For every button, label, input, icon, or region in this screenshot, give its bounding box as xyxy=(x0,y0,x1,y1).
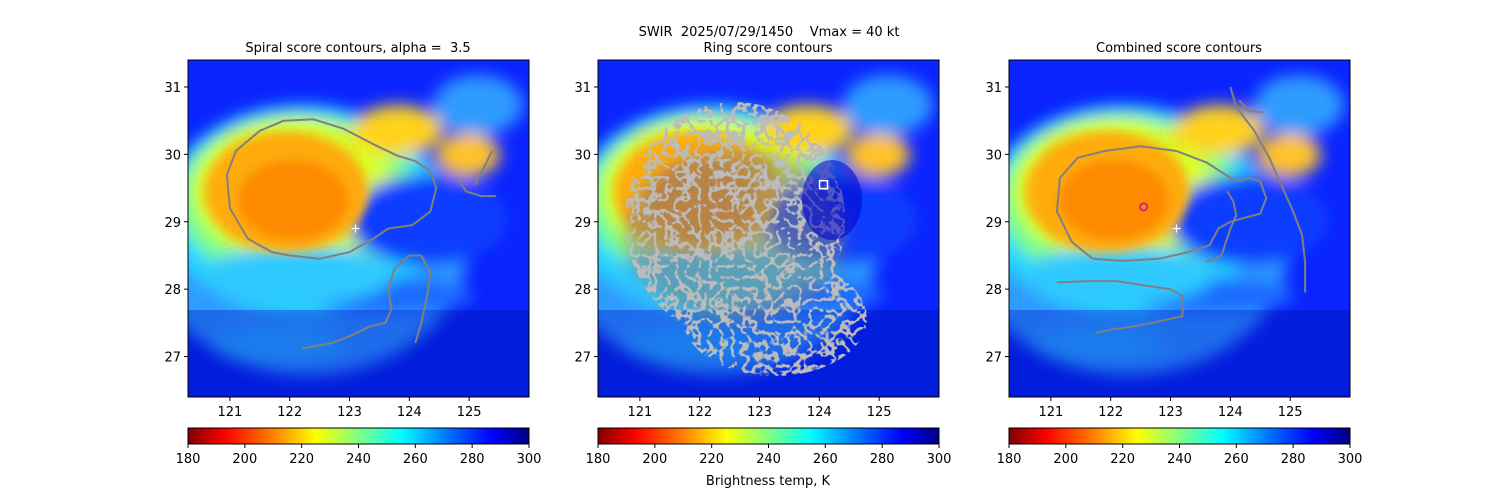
y-tick-label: 29 xyxy=(164,216,181,231)
x-tick-label: 124 xyxy=(807,405,832,420)
colorbar-tick-label: 180 xyxy=(586,452,611,467)
y-tick-label: 31 xyxy=(574,81,591,96)
contour-layer xyxy=(225,118,497,350)
y-tick-label: 29 xyxy=(574,216,591,231)
combined-center-marker xyxy=(1139,202,1149,212)
ring-center-marker xyxy=(818,179,829,190)
x-tick-label: 122 xyxy=(1098,405,1123,420)
x-tick-label: 123 xyxy=(747,405,772,420)
colorbar-tick-label: 240 xyxy=(1167,452,1192,467)
contour-line-2 xyxy=(1205,190,1238,264)
panel-combined: Combined score contours 121 122 123 124 125 … xyxy=(969,41,1363,467)
x-tick-label: 123 xyxy=(1158,405,1183,420)
x-axis: 121 122 123 124 125 xyxy=(1038,397,1303,420)
y-tick-label: 31 xyxy=(985,81,1002,96)
contour-line-3 xyxy=(474,150,493,186)
colorbar-tick-label: 260 xyxy=(1224,452,1249,467)
contour-line-1 xyxy=(1056,280,1184,334)
colorbar-tick-label: 180 xyxy=(176,452,201,467)
figure-suptitle: SWIR 2025/07/29/1450 Vmax = 40 kt xyxy=(639,25,900,40)
plot-frame xyxy=(597,59,940,398)
x-tick-label: 124 xyxy=(1218,405,1243,420)
colorbar-tick-label: 200 xyxy=(642,452,667,467)
contour-line-0 xyxy=(225,118,438,260)
contour-line-4 xyxy=(1238,99,1264,114)
x-tick-label: 122 xyxy=(277,405,302,420)
colorbar-tick-label: 240 xyxy=(756,452,781,467)
y-tick-label: 28 xyxy=(985,283,1002,298)
colorbar-tick-label: 260 xyxy=(813,452,838,467)
colorbar-tick-label: 300 xyxy=(927,452,952,467)
colorbar-tick-label: 300 xyxy=(1338,452,1363,467)
y-tick-label: 27 xyxy=(164,351,181,366)
y-axis: 27 28 29 30 31 xyxy=(985,81,1009,366)
colorbar-tick-label: 220 xyxy=(289,452,314,467)
panel-title: Ring score contours xyxy=(703,41,832,56)
contour-line-3 xyxy=(1229,86,1307,293)
x-tick-label: 122 xyxy=(687,405,712,420)
contour-layer xyxy=(1055,86,1307,334)
y-tick-label: 28 xyxy=(164,283,181,298)
colorbar-tick-label: 180 xyxy=(997,452,1022,467)
storm-center-marker xyxy=(1172,224,1181,233)
contour-line-1 xyxy=(301,254,432,350)
y-tick-label: 30 xyxy=(164,148,181,163)
y-tick-label: 27 xyxy=(985,351,1002,366)
y-tick-label: 28 xyxy=(574,283,591,298)
colorbar: 180 200 220 240 260 280 300 xyxy=(997,427,1363,467)
y-tick-label: 30 xyxy=(574,148,591,163)
colorbar-tick-label: 220 xyxy=(699,452,724,467)
y-tick-label: 30 xyxy=(985,148,1002,163)
panel-spiral: Spiral score contours, alpha = 3.5 121 12… xyxy=(148,41,542,467)
colorbar-tick-label: 200 xyxy=(1053,452,1078,467)
colorbar: 180 200 220 240 260 280 300 xyxy=(586,427,952,467)
colorbar-gradient xyxy=(1008,427,1351,445)
satellite-image xyxy=(969,60,1350,397)
y-tick-label: 27 xyxy=(574,351,591,366)
x-tick-label: 121 xyxy=(1038,405,1063,420)
colorbar-tick-label: 280 xyxy=(870,452,895,467)
colorbar-tick-label: 300 xyxy=(517,452,542,467)
y-axis: 27 28 29 30 31 xyxy=(574,81,598,366)
x-axis: 121 122 123 124 125 xyxy=(217,397,482,420)
panel-title: Combined score contours xyxy=(1096,41,1262,56)
x-tick-label: 124 xyxy=(397,405,422,420)
x-tick-label: 125 xyxy=(457,405,482,420)
colorbar-tick-label: 220 xyxy=(1110,452,1135,467)
storm-center-marker xyxy=(351,224,360,233)
x-tick-label: 123 xyxy=(337,405,362,420)
colorbar-gradient xyxy=(187,427,530,445)
colorbar-tick-label: 280 xyxy=(1281,452,1306,467)
y-axis: 27 28 29 30 31 xyxy=(164,81,188,366)
colorbar-label: Brightness temp, K xyxy=(706,474,831,489)
ring-contour-field xyxy=(625,102,867,376)
x-axis: 121 122 123 124 125 xyxy=(627,397,892,420)
plot-frame xyxy=(1008,59,1351,398)
marker-layer xyxy=(1139,202,1181,233)
colorbar-tick-label: 240 xyxy=(346,452,371,467)
satellite-image xyxy=(148,60,529,397)
panel-ring: Ring score contours 121 122 123 124 125 27 28… xyxy=(574,41,952,489)
colorbar: 180 200 220 240 260 280 300 xyxy=(176,427,542,467)
contour-line-0 xyxy=(1055,145,1268,262)
x-tick-label: 125 xyxy=(867,405,892,420)
contour-line-2 xyxy=(456,177,497,198)
marker-layer xyxy=(818,179,829,190)
x-tick-label: 121 xyxy=(627,405,652,420)
panel-title: Spiral score contours, alpha = 3.5 xyxy=(245,41,470,56)
x-tick-label: 121 xyxy=(217,405,242,420)
y-tick-label: 31 xyxy=(164,81,181,96)
marker-layer xyxy=(351,224,360,233)
x-tick-label: 125 xyxy=(1278,405,1303,420)
colorbar-tick-label: 280 xyxy=(460,452,485,467)
plot-frame xyxy=(187,59,530,398)
y-tick-label: 29 xyxy=(985,216,1002,231)
colorbar-tick-label: 200 xyxy=(232,452,257,467)
colorbar-gradient xyxy=(597,427,940,445)
colorbar-tick-label: 260 xyxy=(403,452,428,467)
